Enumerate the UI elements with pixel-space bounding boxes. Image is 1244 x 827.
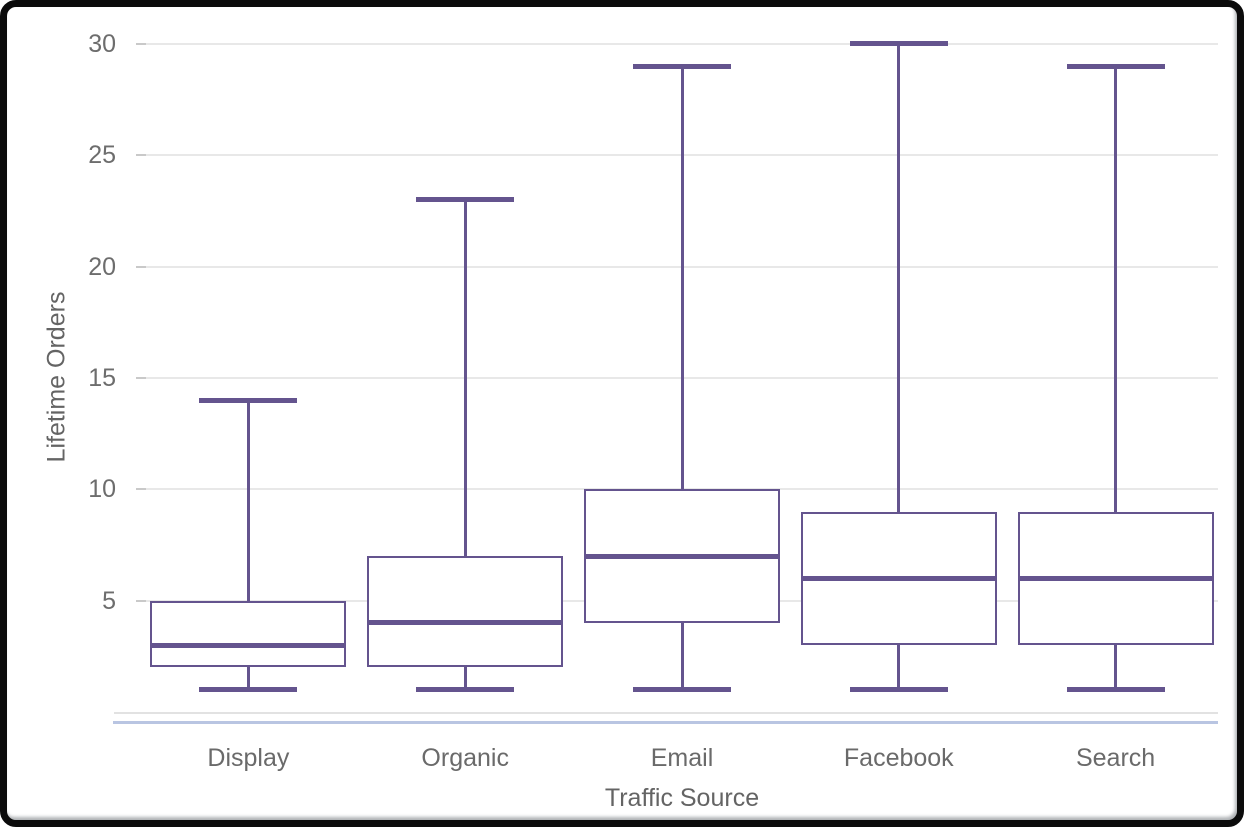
whisker-cap[interactable] <box>849 687 948 693</box>
gridline <box>140 377 1218 379</box>
whisker-line[interactable] <box>680 622 684 690</box>
whisker-cap[interactable] <box>1066 687 1165 693</box>
x-tick-label: Search <box>1075 744 1156 772</box>
gridline <box>140 43 1218 45</box>
whisker-cap[interactable] <box>633 63 731 69</box>
y-tick-label: 25 <box>88 141 116 169</box>
whisker-cap[interactable] <box>849 41 948 47</box>
whisker-line[interactable] <box>897 645 901 690</box>
whisker-cap[interactable] <box>199 687 298 693</box>
median-line[interactable] <box>584 553 780 559</box>
x-tick-label: Facebook <box>843 744 954 772</box>
x-axis-title: Traffic Source <box>604 784 760 812</box>
y-tick-mark <box>136 43 146 45</box>
whisker-cap[interactable] <box>416 687 515 693</box>
x-tick-label: Organic <box>421 744 509 772</box>
x-axis-line <box>114 712 1218 714</box>
whisker-line[interactable] <box>680 66 684 490</box>
y-tick-label: 10 <box>88 475 116 503</box>
whisker-line[interactable] <box>246 400 250 601</box>
y-tick-mark <box>136 266 146 268</box>
whisker-line[interactable] <box>246 667 250 690</box>
whisker-cap[interactable] <box>199 397 298 403</box>
boxplot-box[interactable] <box>367 556 564 668</box>
whisker-line[interactable] <box>463 199 467 557</box>
median-line[interactable] <box>800 575 997 581</box>
whisker-cap[interactable] <box>1066 63 1165 69</box>
x-axis-accent-line <box>113 721 1218 724</box>
median-line[interactable] <box>150 642 347 648</box>
y-tick-mark <box>136 154 146 156</box>
whisker-cap[interactable] <box>416 197 515 203</box>
whisker-line[interactable] <box>1114 66 1118 512</box>
y-tick-label: 30 <box>88 30 116 58</box>
y-tick-label: 5 <box>102 587 116 615</box>
y-tick-label: 20 <box>88 253 116 281</box>
gridline <box>140 266 1218 268</box>
median-line[interactable] <box>1017 575 1214 581</box>
whisker-cap[interactable] <box>633 687 731 693</box>
whisker-line[interactable] <box>463 667 467 690</box>
boxplot-box[interactable] <box>150 600 347 668</box>
whisker-line[interactable] <box>897 43 901 512</box>
x-tick-label: Email <box>650 744 714 772</box>
y-tick-mark <box>136 377 146 379</box>
gridline <box>140 154 1218 156</box>
gridline <box>140 488 1218 490</box>
whisker-line[interactable] <box>1114 645 1118 690</box>
y-tick-mark <box>136 600 146 602</box>
median-line[interactable] <box>367 620 564 626</box>
y-tick-label: 15 <box>88 364 116 392</box>
y-tick-mark <box>136 488 146 490</box>
x-tick-label: Display <box>207 744 290 772</box>
